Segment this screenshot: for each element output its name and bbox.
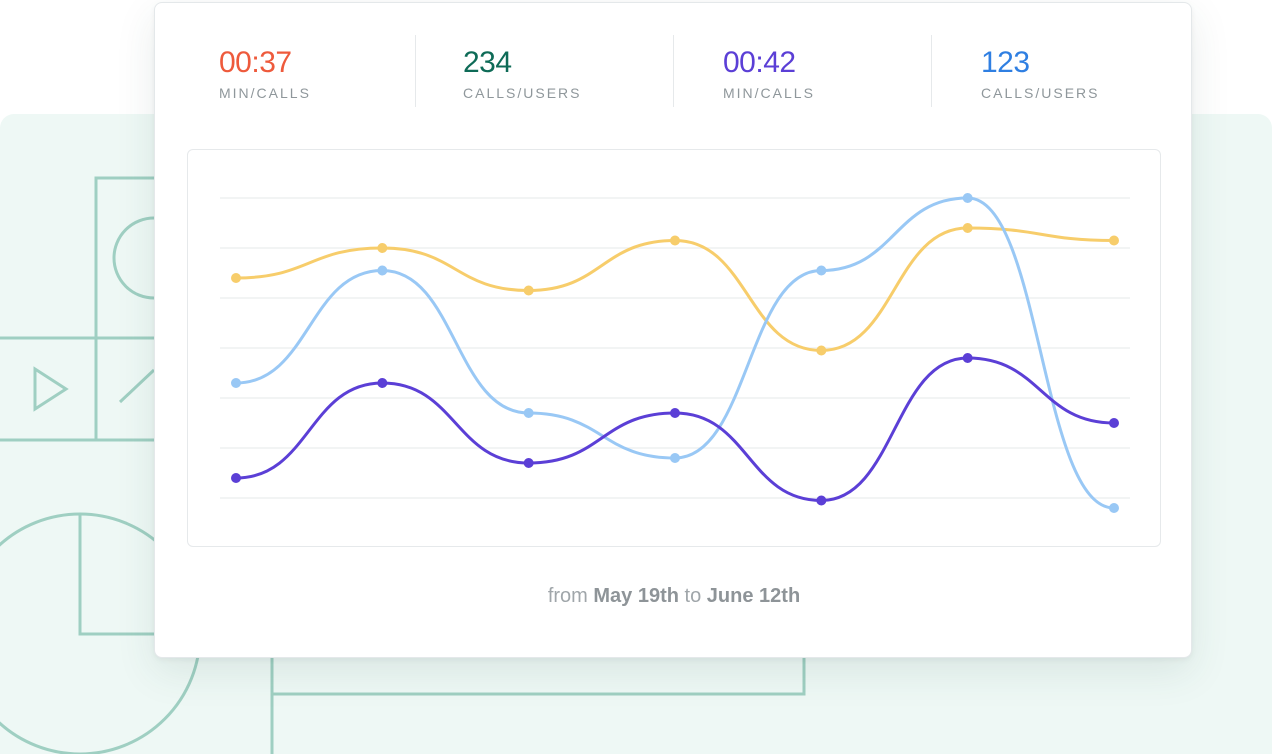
- series-1-point-7: [1109, 235, 1119, 246]
- stat-label: CALLS/USERS: [463, 85, 582, 101]
- divider: [673, 35, 674, 107]
- stat-value: 00:42: [723, 46, 796, 79]
- series-1-point-6: [962, 223, 973, 233]
- stat-value: 123: [981, 46, 1030, 79]
- series-2-point-3: [523, 408, 534, 418]
- series-2-point-4: [670, 453, 680, 463]
- stat-avg-min-calls-2: 00:42 MIN/CALLS: [723, 45, 815, 101]
- divider: [931, 35, 932, 107]
- stat-calls-users-1: 234 CALLS/USERS: [463, 45, 581, 101]
- series-3-point-1: [231, 473, 241, 483]
- line-chart-svg: [220, 193, 1130, 513]
- stat-label: MIN/CALLS: [723, 85, 815, 101]
- series-3-point-4: [670, 408, 680, 418]
- divider: [415, 35, 416, 107]
- series-1-point-2: [377, 243, 388, 253]
- series-2-point-7: [1109, 503, 1119, 513]
- series-line-1: [235, 226, 1115, 353]
- stat-value: 00:37: [219, 46, 292, 79]
- series-1-point-3: [523, 285, 534, 296]
- series-2-point-5: [816, 265, 827, 276]
- series-3-point-2: [377, 378, 388, 388]
- date-range: from May 19th to June 12th: [155, 585, 1193, 608]
- series-2-point-2: [377, 265, 388, 276]
- date-range-end: June 12th: [706, 585, 801, 607]
- series-2-point-6: [962, 193, 973, 203]
- stat-value: 234: [463, 46, 512, 79]
- line-chart: [187, 149, 1161, 547]
- stat-avg-min-calls-1: 00:37 MIN/CALLS: [219, 45, 311, 101]
- series-1-point-5: [816, 345, 827, 356]
- date-range-start: May 19th: [593, 585, 679, 607]
- stat-label: CALLS/USERS: [981, 85, 1100, 101]
- series-3-point-3: [523, 458, 534, 468]
- series-1-point-1: [231, 273, 241, 283]
- series-1-point-4: [670, 235, 680, 246]
- date-range-prefix: from: [547, 585, 588, 607]
- series-3-point-7: [1109, 418, 1119, 428]
- series-2-point-1: [231, 378, 241, 388]
- stat-label: MIN/CALLS: [219, 85, 311, 101]
- stat-calls-users-2: 123 CALLS/USERS: [981, 45, 1099, 101]
- date-range-middle: to: [684, 585, 702, 607]
- series-3-point-5: [816, 495, 827, 506]
- series-line-3: [235, 356, 1115, 503]
- stats-card: 00:37 MIN/CALLS 234 CALLS/USERS 00:42 MI…: [154, 2, 1192, 658]
- series-3-point-6: [962, 353, 973, 363]
